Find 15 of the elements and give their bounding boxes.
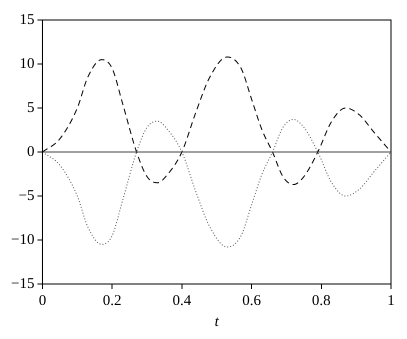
y-tick-label: −10 [10,232,34,248]
x-tick-label: 1 [387,292,395,309]
y-tick-label: 15 [19,12,34,28]
y-tick-label: 0 [26,144,34,160]
line-series [42,118,391,248]
x-tick-label: 0.4 [172,292,192,309]
x-tick-label: 0.2 [102,292,122,309]
y-tick-label: −15 [10,276,34,292]
y-tick-label: −5 [18,188,34,204]
x-tick-label: 0.6 [242,292,262,309]
x-tick-label: 0 [38,292,46,309]
x-axis-title: t [214,314,220,330]
x-tick-label: 0.8 [312,292,331,309]
y-tick-label: 5 [26,100,34,116]
y-tick-label: 10 [19,56,34,72]
